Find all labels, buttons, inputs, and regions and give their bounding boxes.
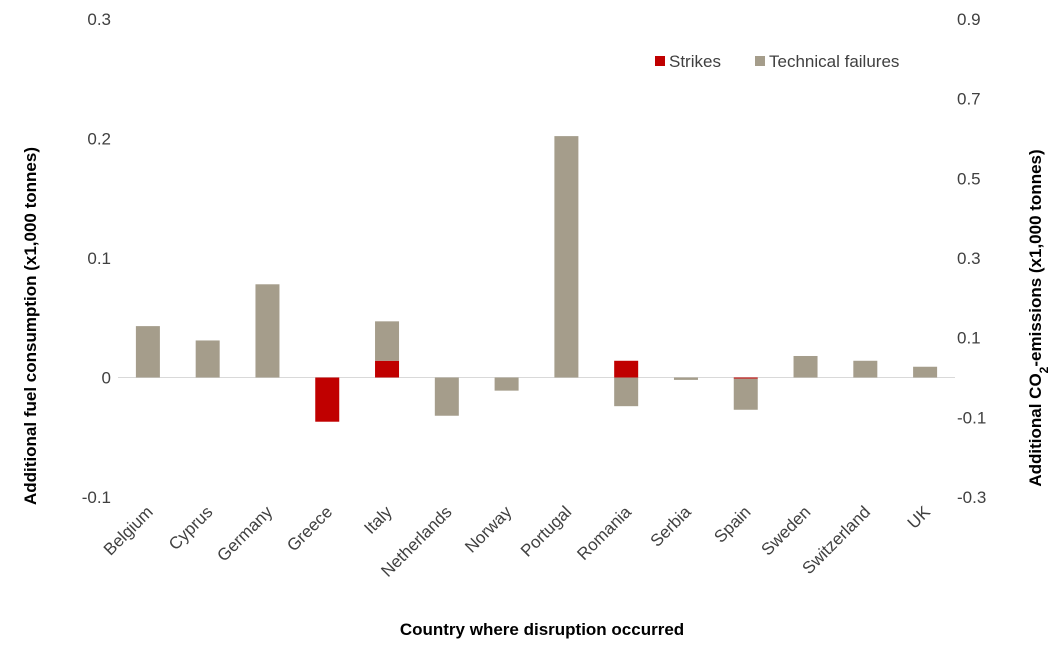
bar-netherlands-technical-failures <box>434 377 459 416</box>
bar-belgium-technical-failures <box>135 326 160 378</box>
x-tick-label: Greece <box>283 502 336 555</box>
left-tick-label: 0 <box>102 369 111 388</box>
bar-sweden-technical-failures <box>793 355 818 378</box>
left-tick-label: 0.2 <box>87 130 111 149</box>
x-tick-label: UK <box>904 502 935 533</box>
right-tick-label: 0.1 <box>957 329 981 348</box>
x-axis-title: Country where disruption occurred <box>400 620 684 639</box>
left-tick-label: 0.1 <box>87 249 111 268</box>
x-tick-label: Germany <box>213 502 276 565</box>
right-tick-label: 0.5 <box>957 169 981 188</box>
bar-romania-strikes <box>614 360 639 378</box>
right-axis-title: Additional CO2-emissions (x1,000 tonnes) <box>1026 149 1051 486</box>
x-tick-label: Italy <box>360 502 396 538</box>
legend-swatch-strikes <box>655 56 665 66</box>
bar-uk-technical-failures <box>913 366 938 378</box>
bar-switzerland-technical-failures <box>853 360 878 378</box>
legend: Strikes Technical failures <box>655 52 899 71</box>
bar-romania-technical-failures <box>614 377 639 407</box>
x-tick-label: Belgium <box>100 502 157 559</box>
right-axis-title-sub: 2 <box>1037 366 1051 373</box>
bar-portugal-technical-failures <box>554 136 579 378</box>
bar-serbia-technical-failures <box>673 377 698 380</box>
right-tick-label: 0.3 <box>957 249 981 268</box>
left-tick-label: 0.3 <box>87 10 111 29</box>
x-tick-label: Serbia <box>647 502 696 551</box>
bar-spain-strikes <box>733 377 758 379</box>
bar-germany-technical-failures <box>255 284 280 378</box>
left-tick-label: -0.1 <box>82 488 111 507</box>
left-axis-title: Additional fuel consumption (x1,000 tonn… <box>21 147 40 505</box>
bar-cyprus-technical-failures <box>195 340 220 378</box>
x-tick-label: Romania <box>573 502 635 564</box>
bar-norway-technical-failures <box>494 377 519 391</box>
x-tick-label: Spain <box>710 502 754 546</box>
legend-label-strikes: Strikes <box>669 52 721 71</box>
legend-swatch-technical-failures <box>755 56 765 66</box>
x-tick-label: Cyprus <box>165 502 217 554</box>
right-tick-label: 0.9 <box>957 10 981 29</box>
right-axis-title-pre: Additional CO <box>1026 373 1045 486</box>
x-tick-label: Norway <box>461 502 516 557</box>
left-axis-ticks: -0.1 0 0.1 0.2 0.3 <box>82 10 111 507</box>
right-axis-title-post: -emissions (x1,000 tonnes) <box>1026 149 1045 366</box>
x-tick-label: Sweden <box>757 502 814 559</box>
right-tick-label: 0.7 <box>957 90 981 109</box>
legend-label-technical-failures: Technical failures <box>769 52 899 71</box>
bar-spain-technical-failures <box>733 378 758 410</box>
right-tick-label: -0.3 <box>957 488 986 507</box>
bars <box>135 136 938 422</box>
right-tick-label: -0.1 <box>957 408 986 427</box>
bar-italy-strikes <box>375 360 400 378</box>
right-axis-ticks: -0.3 -0.1 0.1 0.3 0.5 0.7 0.9 <box>957 10 986 507</box>
bar-greece-strikes <box>315 377 340 422</box>
bar-italy-technical-failures <box>375 321 400 361</box>
x-tick-label: Portugal <box>517 502 575 560</box>
